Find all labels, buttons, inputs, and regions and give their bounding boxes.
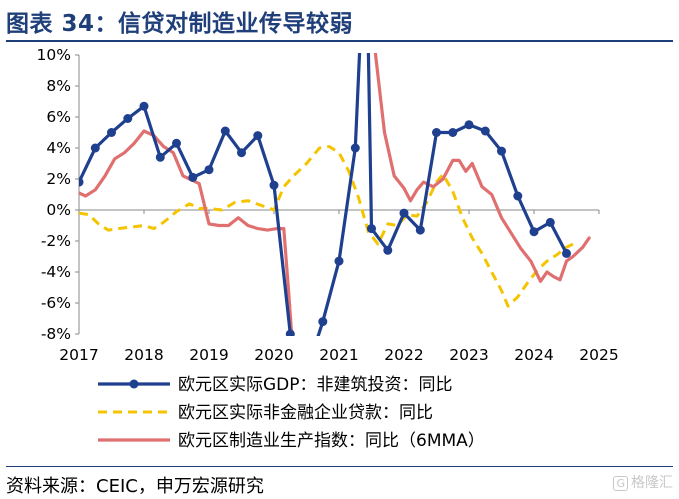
data-point: [383, 245, 393, 255]
data-point: [448, 128, 458, 137]
watermark-logo-icon: G: [613, 476, 628, 491]
x-tick-label: 2019: [189, 346, 228, 364]
chart: 10% 8% 6% 4% 2% 0% -2% -4% -6% -8% 2017 2018 2019 202…: [37, 46, 619, 451]
data-point: [350, 143, 360, 153]
series-line-0-segment-1: [79, 104, 293, 336]
x-tick-label: 2024: [514, 346, 553, 364]
y-tick-label: 2%: [46, 170, 71, 188]
data-point: [415, 225, 425, 235]
x-tick-label: 2022: [384, 346, 423, 364]
data-point: [237, 148, 246, 158]
y-tick-label: 10%: [37, 46, 71, 64]
data-point: [79, 177, 84, 187]
data-point: [399, 208, 409, 218]
x-tick-label: 2018: [124, 346, 163, 364]
data-point: [513, 191, 523, 201]
data-point: [90, 143, 100, 153]
series-layer: [79, 53, 591, 336]
series-line-0-segment-2: [316, 53, 362, 336]
data-point: [334, 256, 344, 266]
x-tick-label: 2025: [579, 346, 618, 364]
legend-label-2: 欧元区制造业生产指数：同比（6MMA）: [178, 431, 485, 451]
figure-title: 图表 34：信贷对制造业传导较弱: [6, 11, 354, 37]
data-point: [464, 120, 474, 130]
data-point: [269, 180, 279, 190]
y-tick-label: 8%: [46, 77, 71, 95]
x-tick-label: 2023: [449, 346, 488, 364]
legend-marker-0: [129, 379, 139, 389]
footer-rule: [6, 466, 673, 467]
data-point: [497, 146, 506, 156]
y-tick-label: 6%: [46, 108, 71, 126]
data-point: [155, 152, 165, 162]
data-point: [220, 126, 230, 136]
x-tick-label: 2017: [59, 346, 98, 364]
legend-label-0: 欧元区实际GDP：非建筑投资：同比: [178, 375, 453, 395]
y-tick-label: 0%: [46, 201, 71, 219]
data-point: [285, 329, 295, 336]
series-line-2-segment-3: [373, 53, 591, 283]
data-point: [123, 114, 133, 123]
y-tick-label: 4%: [46, 139, 71, 157]
data-point: [432, 128, 441, 137]
data-point: [529, 227, 539, 237]
y-tick-label: -8%: [41, 325, 71, 343]
data-point: [318, 317, 328, 327]
data-point: [367, 224, 376, 234]
y-tick-label: -4%: [41, 263, 71, 281]
data-point: [188, 172, 198, 182]
data-point: [139, 101, 149, 111]
y-tick-label: -6%: [41, 294, 71, 312]
source-note: 资料来源：CEIC，申万宏源研究: [6, 476, 264, 497]
data-point: [253, 131, 263, 141]
legend-label-1: 欧元区实际非金融企业贷款：同比: [178, 403, 433, 423]
data-point: [172, 138, 181, 148]
series-line-0-segment-3: [366, 53, 569, 255]
y-tick-label: -2%: [41, 232, 71, 250]
data-point: [107, 128, 116, 137]
title-rule: [6, 40, 673, 42]
data-point: [480, 126, 490, 136]
data-point: [562, 248, 571, 258]
watermark-text: 格隆汇: [631, 475, 673, 491]
x-tick-label: 2020: [254, 346, 293, 364]
axes: 10% 8% 6% 4% 2% 0% -2% -4% -6% -8% 2017 2018 2019 202…: [37, 46, 619, 364]
series-line-1-segment-1: [79, 145, 574, 308]
watermark: G 格隆汇: [613, 472, 673, 492]
data-point: [204, 165, 214, 175]
x-tick-label: 2021: [319, 346, 358, 364]
legend: 欧元区实际GDP：非建筑投资：同比欧元区实际非金融企业贷款：同比欧元区制造业生产…: [98, 375, 485, 451]
data-point: [545, 217, 555, 227]
